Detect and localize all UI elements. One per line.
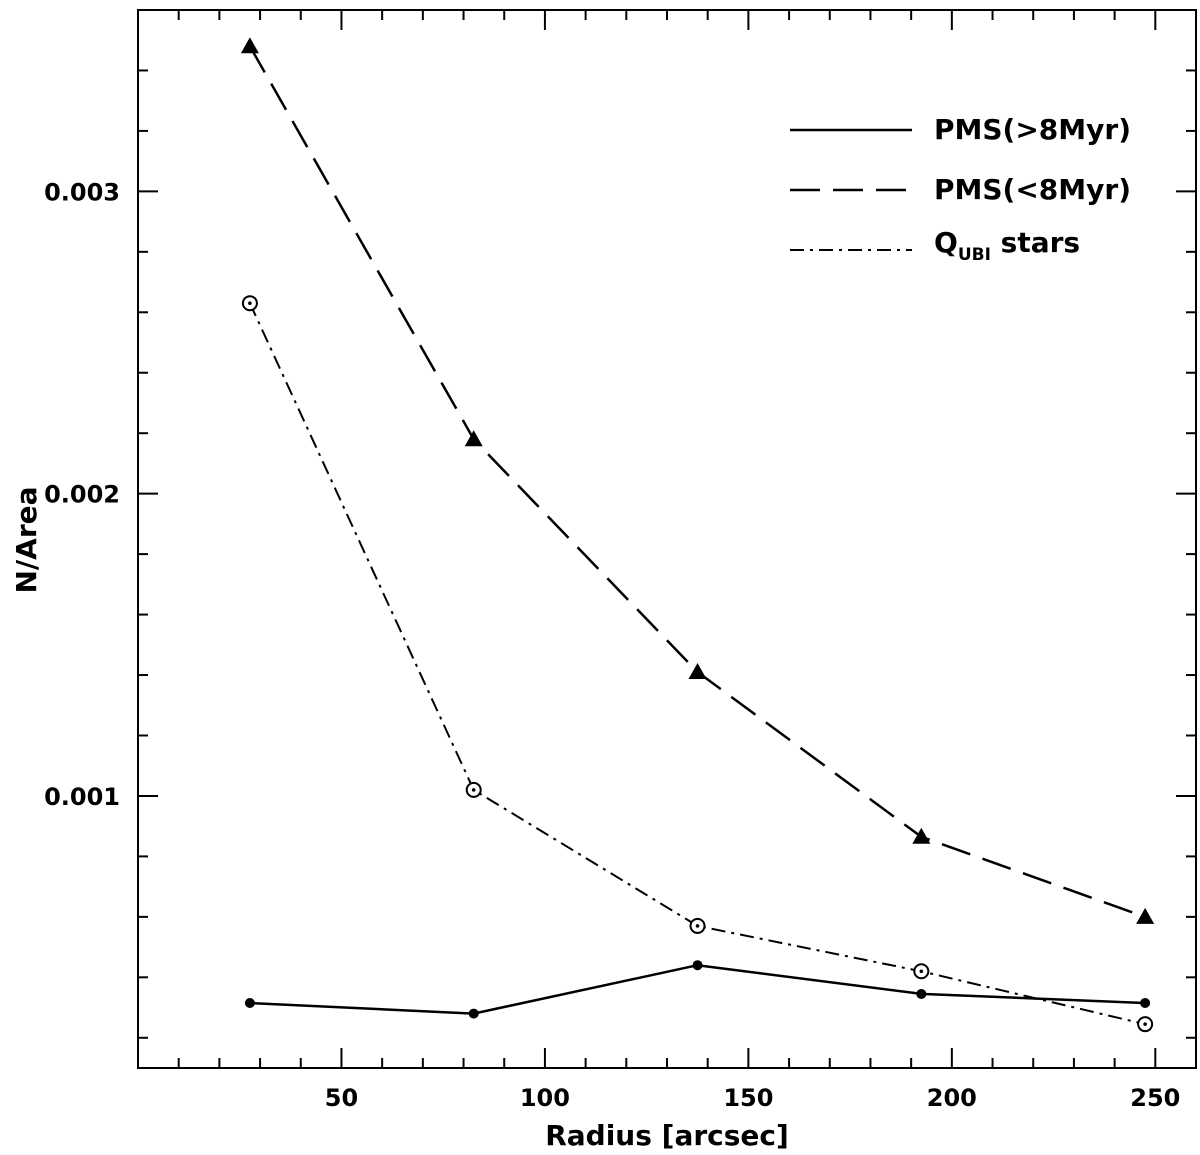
x-tick-label: 250 [1130, 1084, 1180, 1112]
data-point-pms-old [1140, 998, 1151, 1009]
legend-label-qubi: QUBI stars [934, 226, 1080, 265]
legend-label-pms-old: PMS(>8Myr) [934, 113, 1131, 146]
series-line-qubi [248, 302, 1146, 1026]
legend-label-qubi-rest: stars [991, 226, 1080, 259]
data-point-qubi-dot [919, 969, 924, 974]
data-point-pms-young [240, 37, 259, 54]
data-point-pms-old [916, 988, 927, 999]
data-point-pms-young [688, 663, 707, 680]
plot-frame [137, 9, 1197, 1069]
x-tick-label: 100 [520, 1084, 570, 1112]
marker-layer [240, 37, 1155, 1033]
data-point-qubi-dot [1143, 1022, 1147, 1026]
legend: PMS(>8Myr) PMS(<8Myr) QUBI stars [790, 113, 1131, 265]
legend-label-qubi-q: Q [934, 226, 958, 259]
data-point-pms-young [912, 827, 931, 844]
data-point-pms-old [468, 1008, 479, 1019]
series-line-pms-old [249, 963, 1146, 1015]
data-point-pms-young [464, 430, 483, 447]
x-tick-label: 200 [927, 1084, 977, 1112]
data-point-pms-old [692, 960, 703, 971]
y-tick-label: 0.002 [44, 481, 120, 509]
data-point-pms-young [1136, 907, 1155, 924]
data-point-qubi-dot [471, 788, 476, 792]
x-tick-label: 50 [325, 1084, 358, 1112]
y-tick-label: 0.003 [44, 178, 120, 206]
data-point-pms-old [244, 998, 255, 1009]
x-axis-label: Radius [arcsec] [545, 1119, 789, 1152]
data-point-qubi-dot [248, 301, 252, 306]
y-tick-label: 0.001 [44, 783, 120, 811]
legend-label-qubi-sub: UBI [958, 245, 991, 265]
axis-ticks [138, 10, 1196, 1068]
axis-tick-labels: 50 100 150 200 250 0.001 0.002 0.003 [44, 178, 1180, 1112]
x-tick-label: 150 [723, 1084, 773, 1112]
data-point-qubi-dot [695, 924, 700, 928]
y-axis-label: N/Area [10, 486, 43, 593]
legend-label-pms-young: PMS(<8Myr) [934, 173, 1131, 206]
